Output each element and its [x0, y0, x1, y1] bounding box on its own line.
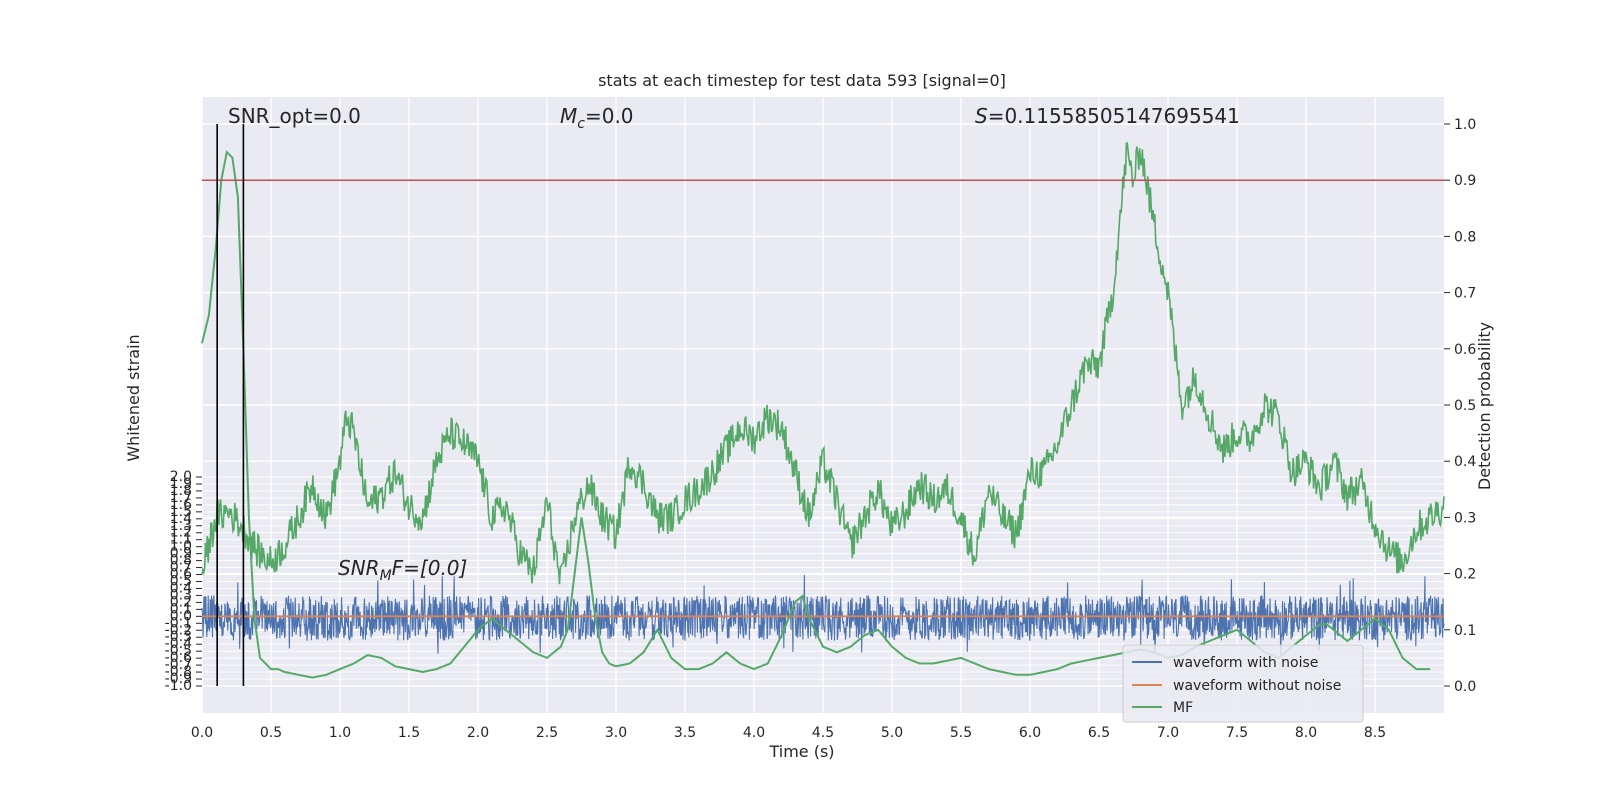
left-tick-label-30: 2.0 [170, 469, 192, 485]
legend-label-noise: waveform with noise [1173, 655, 1318, 671]
right-tick-label-10: 1.0 [1454, 117, 1476, 133]
annotation-mc-value: =0.0 [585, 104, 634, 128]
left-tick-label-20: 1.0 [170, 539, 192, 555]
left-tick-label-10: 0.0 [170, 608, 192, 624]
x-tick-label-15: 7.5 [1226, 725, 1248, 741]
left-tick-label-0: -1.0 [165, 678, 192, 694]
left-tick-label-6: -0.4 [165, 636, 192, 652]
right-tick-label-1: 0.1 [1454, 623, 1476, 639]
annotation-s: S=0.11558505147695541 [975, 104, 1240, 128]
right-tick-label-9: 0.9 [1454, 173, 1476, 189]
left-tick-label-13: 0.3 [170, 587, 192, 603]
right-tick-label-8: 0.8 [1454, 229, 1476, 245]
x-tick-label-9: 4.5 [812, 725, 834, 741]
annotation-mc-symbol: M [560, 104, 577, 128]
x-tick-label-13: 6.5 [1088, 725, 1110, 741]
axes: 0.0 0.5 1.0 1.5 2.0 2.5 3.0 3.5 4.0 4.5 5.0 5.5 6.0 6… [165, 117, 1477, 741]
left-tick-label-15: 0.5 [170, 574, 192, 590]
right-tick-label-7: 0.7 [1454, 286, 1476, 302]
right-tick-label-5: 0.5 [1454, 398, 1476, 414]
x-tick-label-12: 6.0 [1019, 725, 1041, 741]
x-tick-label-3: 1.5 [398, 725, 420, 741]
annotation-snr-mf: SNRMF=[0.0] [338, 556, 467, 584]
x-tick-label-0: 0.0 [191, 725, 213, 741]
left-tick-label-4: -0.6 [165, 650, 192, 666]
overlay-lines [202, 124, 1444, 686]
x-tick-label-4: 2.0 [467, 725, 489, 741]
left-tick-label-26: 1.6 [170, 497, 192, 513]
series-mf-smooth [201, 150, 1431, 679]
left-tick-label-3: -0.7 [165, 657, 192, 673]
annotation-snr-mf-value: F=[0.0] [392, 556, 468, 580]
annotation-mc-subscript: c [577, 116, 585, 132]
left-tick-label-1: -0.9 [165, 671, 192, 687]
series-waveform-with-noise [201, 574, 1445, 655]
right-tick-label-0: 0.0 [1454, 679, 1476, 695]
right-tick-label-4: 0.4 [1454, 454, 1476, 470]
x-tick-label-2: 1.0 [329, 725, 351, 741]
x-tick-label-11: 5.5 [950, 725, 972, 741]
legend-box [1122, 644, 1364, 723]
left-tick-label-2: -0.8 [165, 664, 192, 680]
annotation-snr-mf-symbol: SNR [338, 556, 380, 580]
left-tick-label-9: -0.1 [165, 615, 192, 631]
left-tick-label-17: 0.7 [170, 560, 192, 576]
annotation-snr-opt: SNR_opt=0.0 [228, 104, 361, 128]
left-tick-label-29: 1.9 [170, 476, 192, 492]
series-layer [201, 142, 1445, 679]
left-tick-label-23: 1.3 [170, 518, 192, 534]
left-tick-label-25: 1.5 [170, 504, 192, 520]
left-tick-label-21: 1.1 [170, 532, 192, 548]
legend-label-mf: MF [1173, 700, 1193, 716]
left-tick-label-22: 1.2 [170, 525, 192, 541]
x-tick-label-5: 2.5 [536, 725, 558, 741]
left-tick-label-19: 0.9 [170, 546, 192, 562]
left-tick-label-8: -0.2 [165, 622, 192, 638]
legend: waveform with noise waveform without noi… [1122, 644, 1364, 723]
left-tick-label-7: -0.3 [165, 629, 192, 645]
chart-title: stats at each timestep for test data 593… [598, 71, 1006, 90]
x-tick-label-16: 8.0 [1295, 725, 1317, 741]
x-tick-label-7: 3.5 [674, 725, 696, 741]
left-tick-label-12: 0.2 [170, 594, 192, 610]
left-tick-label-18: 0.8 [170, 553, 192, 569]
x-tick-label-10: 5.0 [881, 725, 903, 741]
x-tick-label-14: 7.0 [1157, 725, 1179, 741]
left-tick-label-24: 1.4 [170, 511, 192, 527]
y-axis-label-right: Detection probability [1475, 322, 1494, 490]
annotation-mc: Mc=0.0 [560, 104, 634, 132]
left-tick-label-14: 0.4 [170, 580, 192, 596]
right-tick-label-2: 0.2 [1454, 567, 1476, 583]
right-tick-label-6: 0.6 [1454, 342, 1476, 358]
right-tick-label-3: 0.3 [1454, 510, 1476, 526]
annotation-s-symbol: S [975, 104, 988, 128]
x-axis-label: Time (s) [768, 742, 834, 761]
left-tick-label-28: 1.8 [170, 483, 192, 499]
left-tick-label-27: 1.7 [170, 490, 192, 506]
left-tick-label-5: -0.5 [165, 643, 192, 659]
left-tick-label-16: 0.6 [170, 567, 192, 583]
y-axis-label-left: Whitened strain [124, 334, 143, 461]
left-tick-label-11: 0.1 [170, 601, 192, 617]
legend-label-clean: waveform without noise [1173, 678, 1341, 694]
annotation-snr-mf-subscript: M [380, 568, 392, 584]
series-mf-trace [201, 142, 1445, 585]
x-tick-label-8: 4.0 [743, 725, 765, 741]
x-tick-label-6: 3.0 [605, 725, 627, 741]
x-tick-label-1: 0.5 [260, 725, 282, 741]
annotation-s-value: =0.11558505147695541 [988, 104, 1240, 128]
x-tick-label-17: 8.5 [1364, 725, 1386, 741]
